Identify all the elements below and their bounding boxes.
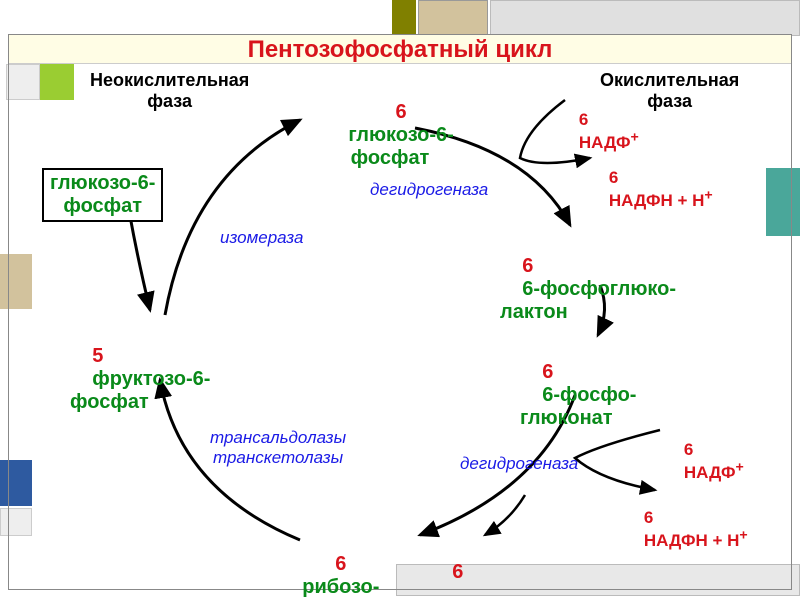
coef: 6 bbox=[579, 110, 588, 129]
nadph-sup: + bbox=[704, 187, 712, 203]
coef: 6 bbox=[542, 361, 553, 383]
coef: 6 bbox=[522, 255, 533, 277]
coef: 6 bbox=[396, 101, 407, 123]
coef: 6 bbox=[644, 508, 653, 527]
cofactor-name: НАДФН + Н+ bbox=[609, 191, 713, 210]
compound-co2: 6 CO2 bbox=[430, 538, 503, 600]
nadp-sup: + bbox=[631, 129, 639, 145]
coef: 6 bbox=[335, 553, 346, 575]
coef: 6 bbox=[609, 168, 618, 187]
compound-g6p-top: 6 глюкозо-6- фосфат bbox=[280, 78, 500, 193]
compound-phosphogluconate: 6 6-фосфо- глюконат bbox=[520, 338, 636, 453]
enzyme-isomerase: изомераза bbox=[220, 228, 303, 248]
decor-top-olive bbox=[392, 0, 416, 36]
nadph-name: НАДФН + Н bbox=[609, 191, 705, 210]
nadph2-name: НАДФН + Н bbox=[644, 531, 740, 550]
compound-g6p-left-box: глюкозо-6- фосфат bbox=[42, 168, 163, 222]
coef: 6 bbox=[452, 561, 463, 583]
coef: 5 bbox=[92, 345, 103, 367]
nadp2-name: НАДФ bbox=[684, 463, 736, 482]
compound-name: фруктозо-6- фосфат bbox=[70, 368, 210, 413]
compound-name: 6-фосфоглюко- лактон bbox=[500, 278, 676, 323]
decor-top-tan bbox=[418, 0, 488, 36]
page-root: Пентозофосфатный цикл Неокислительная фа… bbox=[0, 0, 800, 600]
enzyme-dehydrogenase-1: дегидрогеназа bbox=[370, 180, 488, 200]
cofactor-nadph-bot: 6 НАДФН + Н+ bbox=[625, 488, 748, 570]
compound-name: глюкозо-6- фосфат bbox=[348, 124, 453, 169]
compound-phosphogluconolactone: 6 6-фосфоглюко- лактон bbox=[500, 232, 676, 347]
decor-top-gray bbox=[490, 0, 800, 36]
enzyme-dehydrogenase-2: дегидрогеназа bbox=[460, 454, 578, 474]
phase-nonoxidative: Неокислительная фаза bbox=[90, 70, 249, 111]
nadp2-sup: + bbox=[736, 459, 744, 475]
enzyme-transaldolase-transketolase: трансальдолазы транскетолазы bbox=[210, 428, 346, 467]
nadph2-sup: + bbox=[739, 527, 747, 543]
cofactor-name: НАДФ+ bbox=[684, 463, 744, 482]
cofactor-name: НАДФН + Н+ bbox=[644, 531, 748, 550]
cofactor-nadph-top: 6 НАДФН + Н+ bbox=[590, 148, 713, 230]
compound-name: 6-фосфо- глюконат bbox=[520, 384, 636, 429]
compound-ribose5p: 6 рибозо- 5-фосфат bbox=[280, 530, 379, 600]
compound-fructose6p: 5 фруктозо-6- фосфат bbox=[70, 322, 210, 437]
compound-name: рибозо- 5-фосфат bbox=[281, 576, 379, 600]
diagram-title: Пентозофосфатный цикл bbox=[0, 36, 800, 64]
coef: 6 bbox=[684, 440, 693, 459]
